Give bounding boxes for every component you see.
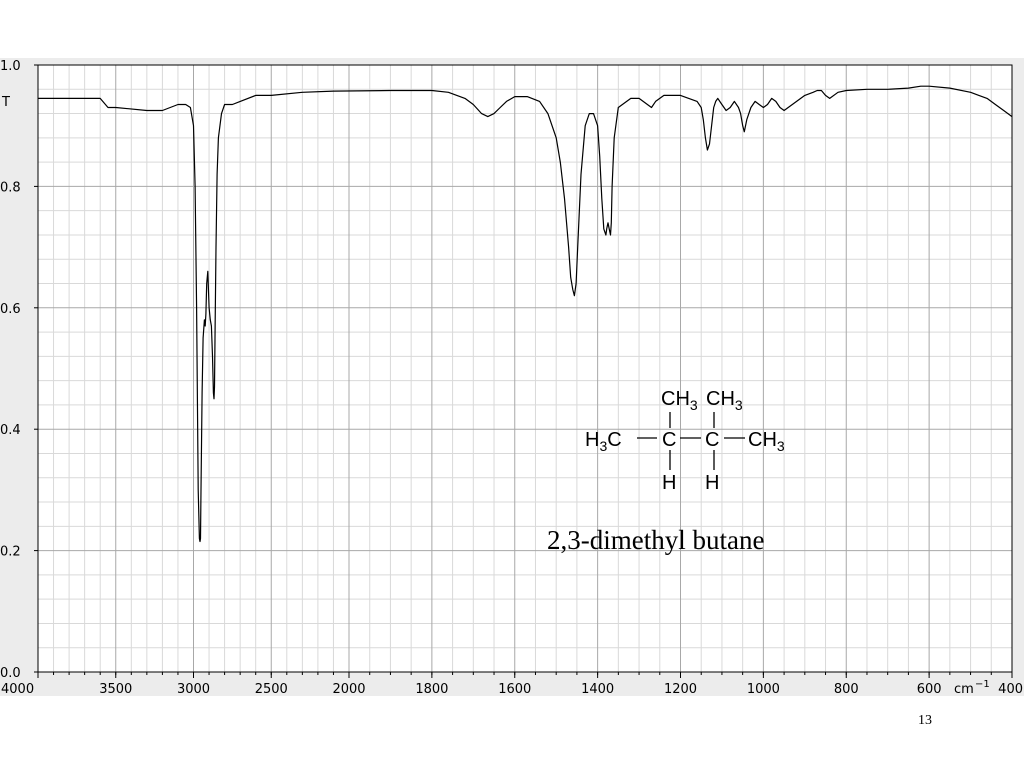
plot-border <box>37 64 1013 673</box>
left-h3c: H3C <box>585 429 622 454</box>
top-left-ch3: CH3 <box>661 388 698 413</box>
x-axis-tick-labels: 4000 3500 3000 2500 2000 1800 1600 1400 1200 1000… <box>1 682 1023 697</box>
x-unit-text: cm <box>954 682 974 697</box>
y-tick-label: 0.8 <box>0 180 21 195</box>
y-tick-label: 0.6 <box>0 302 21 317</box>
spectrum-trace <box>38 85 1013 543</box>
x-tick-label: 600 <box>917 682 942 697</box>
x-unit-exponent: −1 <box>975 679 990 690</box>
x-tick-label: 1600 <box>498 682 531 697</box>
slide-number: 13 <box>918 713 932 728</box>
y-axis-label: T <box>1 95 10 110</box>
y-tick-label: 0.4 <box>0 423 21 438</box>
carbon-2: C <box>705 429 719 451</box>
y-tick-label: 0.2 <box>0 545 21 560</box>
x-tick-label: 2000 <box>332 682 365 697</box>
x-tick-label: 1400 <box>581 682 614 697</box>
structure-diagram: CH3 CH3 H3C C C CH3 H H <box>585 388 785 494</box>
x-tick-label: 1800 <box>415 682 448 697</box>
x-tick-label: 4000 <box>1 682 34 697</box>
right-ch3: CH3 <box>748 429 785 454</box>
x-tick-label: 2500 <box>255 682 288 697</box>
y-axis-tick-labels: 0.0 0.2 0.4 0.6 0.8 1.0 <box>0 59 21 681</box>
hydrogen-1: H <box>662 472 676 494</box>
hydrogen-2: H <box>705 472 719 494</box>
x-tick-label: 1000 <box>747 682 780 697</box>
carbon-1: C <box>662 429 676 451</box>
x-tick-label: 1200 <box>664 682 697 697</box>
y-tick-label: 1.0 <box>0 59 21 74</box>
x-axis-ticks <box>37 672 1013 678</box>
plot-area <box>38 65 1012 672</box>
x-tick-label: 3500 <box>99 682 132 697</box>
x-tick-label: 400 <box>998 682 1023 697</box>
minor-grid <box>38 65 1012 672</box>
top-right-ch3: CH3 <box>706 388 743 413</box>
x-tick-label: 3000 <box>177 682 210 697</box>
compound-name: 2,3-dimethyl butane <box>547 525 764 555</box>
major-grid <box>38 65 1012 672</box>
x-unit-label: cm −1 <box>954 679 990 697</box>
y-tick-label: 0.0 <box>0 666 21 681</box>
y-axis-ticks <box>34 64 38 673</box>
x-tick-label: 800 <box>834 682 859 697</box>
